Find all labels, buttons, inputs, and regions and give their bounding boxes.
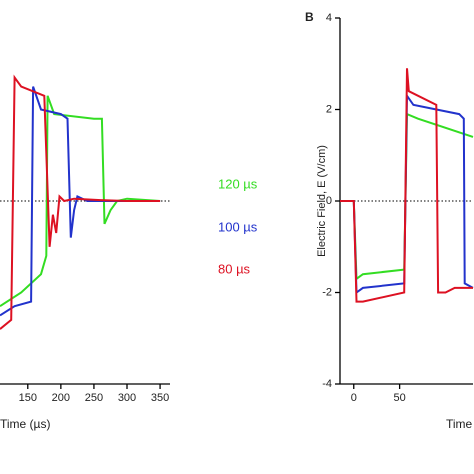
series-line [340, 68, 473, 303]
y-tick-label: -2 [322, 286, 332, 298]
legend-label: 120 µs [218, 176, 258, 191]
x-axis-label: Time (µs) [0, 417, 50, 431]
y-tick-label: 0 [326, 195, 332, 207]
x-tick-label: 350 [151, 392, 169, 404]
x-tick-label: 150 [19, 392, 37, 404]
x-tick-label: 0 [351, 392, 357, 404]
x-axis-label: Time [446, 417, 473, 431]
series-line [0, 86, 161, 317]
panel-label: B [305, 10, 314, 24]
y-axis-label: Electric Field, E (V/cm) [316, 145, 328, 257]
x-tick-label: 250 [85, 392, 103, 404]
x-tick-label: 200 [52, 392, 70, 404]
series-line [0, 74, 161, 330]
legend-label: 100 µs [218, 219, 258, 234]
x-tick-label: 50 [393, 392, 405, 404]
y-tick-label: -4 [322, 378, 332, 390]
y-tick-label: 2 [326, 103, 332, 115]
x-tick-label: 300 [118, 392, 136, 404]
y-tick-label: 4 [326, 12, 332, 24]
legend-label: 80 µs [218, 261, 251, 276]
